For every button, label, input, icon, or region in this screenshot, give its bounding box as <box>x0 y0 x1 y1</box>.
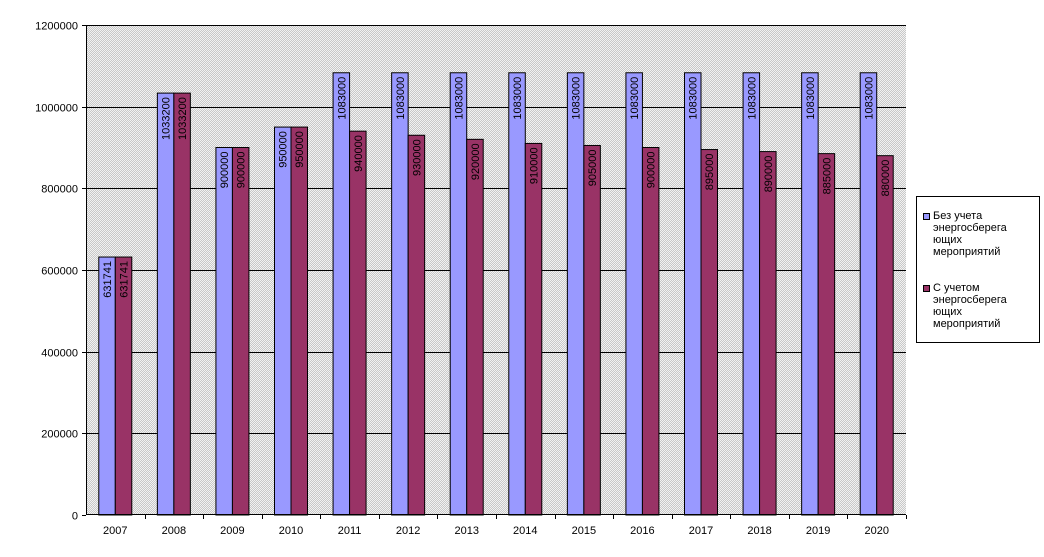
data-label: 1033200 <box>161 97 173 140</box>
bar <box>274 126 292 516</box>
bar <box>508 72 526 516</box>
y-tick-label: 400000 <box>41 348 78 360</box>
data-label: 895000 <box>704 154 716 191</box>
data-label: 1083000 <box>453 77 465 120</box>
bar <box>817 153 836 516</box>
y-tick-label: 200000 <box>41 429 78 441</box>
bars: 631741 631741 1033200 1033200 900000 900000 95… <box>98 72 894 516</box>
data-label: 1083000 <box>688 77 700 120</box>
legend-label-with-measures: С учетом энергосберега ющих мероприятий <box>933 282 1007 330</box>
data-label: 950000 <box>278 131 290 168</box>
legend: Без учета энергосберега ющих мероприятий… <box>916 196 1040 343</box>
x-tick-label: 2018 <box>747 525 771 537</box>
data-label: 900000 <box>219 152 231 189</box>
data-label: 910000 <box>529 147 541 184</box>
data-label: 940000 <box>353 135 365 172</box>
data-label: 900000 <box>646 152 658 189</box>
data-label: 1083000 <box>805 77 817 120</box>
bar <box>332 72 351 516</box>
bar <box>742 72 761 516</box>
bar <box>859 72 878 516</box>
x-tick-label: 2012 <box>396 525 420 537</box>
bar <box>466 138 484 516</box>
bar <box>215 147 233 516</box>
y-tick-label: 1000000 <box>35 103 78 115</box>
legend-swatch-with-measures <box>923 285 930 292</box>
bar <box>641 147 660 516</box>
data-label: 905000 <box>587 149 599 186</box>
bar <box>759 151 777 516</box>
data-label: 1083000 <box>746 77 758 120</box>
x-axis-ticks: 2007 2008 2009 2010 2011 2012 2013 2014 2015 2016… <box>103 515 907 537</box>
data-label: 880000 <box>880 160 892 197</box>
bar <box>876 155 894 516</box>
data-label: 1083000 <box>863 77 875 120</box>
x-tick-label: 2013 <box>454 525 478 537</box>
bar <box>290 126 308 516</box>
data-label: 1083000 <box>336 77 348 120</box>
data-label: 1083000 <box>571 77 583 120</box>
bar <box>583 144 601 516</box>
bar <box>566 72 585 516</box>
data-label: 1083000 <box>629 77 641 120</box>
data-label: 900000 <box>236 152 248 189</box>
y-axis-ticks: 0 200000 400000 600000 800000 1000000 1200000 <box>35 21 86 523</box>
x-tick-label: 2010 <box>279 525 303 537</box>
y-tick-label: 600000 <box>41 266 78 278</box>
x-tick-label: 2016 <box>630 525 654 537</box>
data-label: 1033200 <box>177 97 189 140</box>
y-tick-label: 800000 <box>41 184 78 196</box>
x-tick-label: 2007 <box>103 525 127 537</box>
bar <box>684 72 702 516</box>
bar <box>349 130 367 516</box>
y-tick-label: 1200000 <box>35 21 78 33</box>
x-tick-label: 2011 <box>338 525 362 537</box>
data-label: 920000 <box>470 143 482 180</box>
data-label: 1083000 <box>512 77 524 120</box>
data-label: 890000 <box>763 156 775 193</box>
legend-swatch-without-measures <box>923 213 930 220</box>
x-tick-label: 2009 <box>220 525 244 537</box>
x-tick-label: 2015 <box>572 525 596 537</box>
bar <box>625 72 643 516</box>
bar <box>231 147 250 516</box>
bar <box>449 72 468 516</box>
data-label: 631741 <box>119 261 131 298</box>
bar <box>407 134 426 516</box>
data-label: 950000 <box>294 131 306 168</box>
bar <box>524 142 543 516</box>
data-label: 885000 <box>821 158 833 195</box>
bar <box>801 72 819 516</box>
x-tick-label: 2019 <box>806 525 830 537</box>
bar <box>156 92 175 516</box>
data-label: 631741 <box>102 261 114 298</box>
x-tick-label: 2017 <box>689 525 713 537</box>
data-label: 1083000 <box>395 77 407 120</box>
bar <box>700 149 718 516</box>
x-tick-label: 2008 <box>162 525 186 537</box>
data-label: 930000 <box>411 139 423 176</box>
bar <box>391 72 409 516</box>
x-tick-label: 2014 <box>513 525 537 537</box>
y-tick-label: 0 <box>72 511 78 523</box>
x-tick-label: 2020 <box>864 525 888 537</box>
legend-label-without-measures: Без учета энергосберега ющих мероприятий <box>933 210 1007 258</box>
bar <box>173 92 191 516</box>
